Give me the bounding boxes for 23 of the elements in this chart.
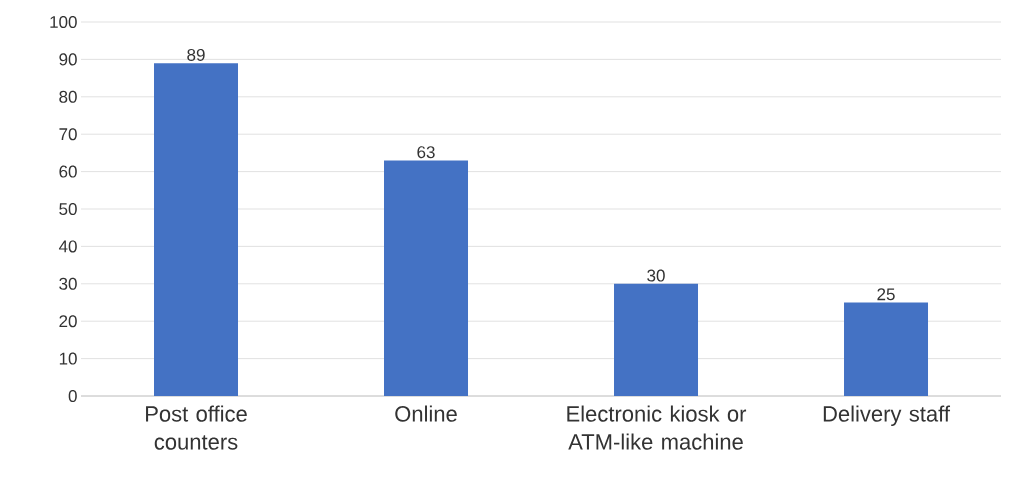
y-tick-label: 50 xyxy=(59,202,77,216)
data-label: 63 xyxy=(417,146,435,159)
data-label: 30 xyxy=(647,269,665,282)
bar xyxy=(384,160,469,396)
y-tick-label: 30 xyxy=(59,277,77,290)
bar xyxy=(614,283,699,396)
y-tick-label: 20 xyxy=(59,315,77,328)
y-tick-label: 10 xyxy=(59,352,77,365)
y-tick-label: 100 xyxy=(50,15,77,29)
y-tick-label: 0 xyxy=(68,389,77,403)
x-tick-label: Post office counters xyxy=(146,405,247,450)
y-tick-label: 90 xyxy=(59,53,77,66)
x-tick-label: Online xyxy=(395,405,457,422)
y-tick-label: 60 xyxy=(59,165,77,178)
y-tick-label: 70 xyxy=(59,128,77,141)
y-tick-label: 40 xyxy=(58,240,77,253)
data-label: 89 xyxy=(187,48,205,61)
x-tick-label: Electronic kiosk or ATM-like machine xyxy=(567,405,747,450)
bar xyxy=(154,63,238,396)
y-tick-label: 80 xyxy=(59,90,77,103)
bar xyxy=(844,302,929,396)
x-tick-label: Delivery staff xyxy=(823,405,951,427)
data-label: 25 xyxy=(877,288,895,301)
